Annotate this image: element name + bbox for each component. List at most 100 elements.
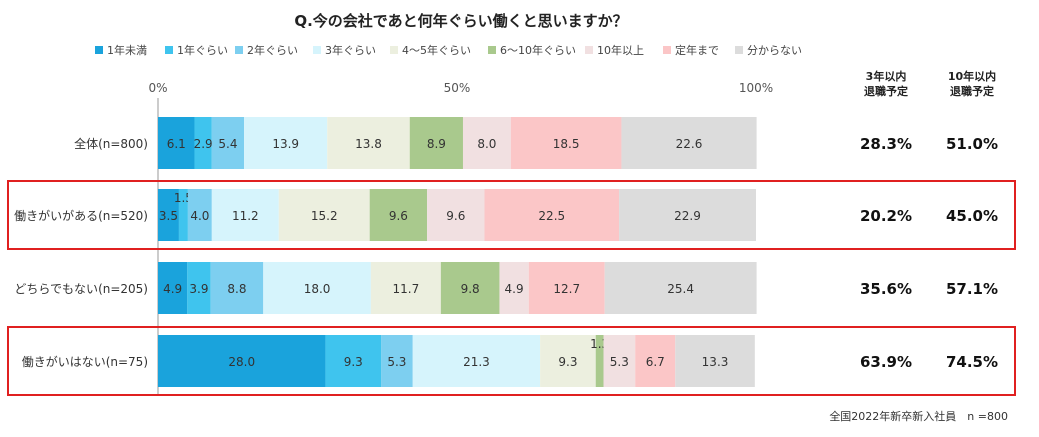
data-label: 21.3 bbox=[463, 355, 490, 369]
bar-segment bbox=[604, 262, 757, 314]
data-label: 9.3 bbox=[344, 355, 363, 369]
data-label: 4.0 bbox=[190, 209, 209, 223]
data-label: 11.7 bbox=[393, 282, 420, 296]
bar-segment bbox=[278, 189, 370, 241]
bar-segment bbox=[369, 189, 428, 241]
within-3yrs-value: 28.3% bbox=[860, 135, 912, 153]
bar-segment bbox=[381, 335, 413, 387]
data-label: 9.6 bbox=[389, 209, 408, 223]
bar-segment bbox=[158, 117, 195, 169]
data-label: 28.0 bbox=[228, 355, 255, 369]
bar-segment bbox=[370, 262, 441, 314]
legend-label: 1年ぐらい bbox=[177, 43, 228, 57]
footnote: 全国2022年新卒新入社員 n =800 bbox=[829, 409, 1008, 423]
bar-segment bbox=[462, 117, 511, 169]
data-label: 22.9 bbox=[674, 209, 701, 223]
within-10yrs-value: 74.5% bbox=[946, 353, 998, 371]
bar-segment bbox=[603, 335, 636, 387]
bar-row: 全体(n=800) 6.1 2.9 5.4 13.9 13.8 8.9 8.0 18.5 22.6… bbox=[74, 117, 998, 169]
data-label: 25.4 bbox=[667, 282, 694, 296]
data-label: 3.9 bbox=[189, 282, 208, 296]
legend-swatch bbox=[390, 46, 398, 54]
legend-label: 10年以上 bbox=[597, 43, 644, 57]
legend: 1年未満 1年ぐらい 2年ぐらい 3年ぐらい 4～5年ぐらい 6～10年ぐらい 10年以上 定… bbox=[95, 43, 802, 57]
bar-segment bbox=[499, 262, 529, 314]
column-header-within3: 3年以内 bbox=[866, 69, 907, 83]
data-label: 15.2 bbox=[311, 209, 338, 223]
legend-swatch bbox=[663, 46, 671, 54]
within-10yrs-value: 51.0% bbox=[946, 135, 998, 153]
legend-swatch bbox=[488, 46, 496, 54]
data-label: 4.9 bbox=[505, 282, 524, 296]
data-label: 8.0 bbox=[477, 137, 496, 151]
legend-label: 3年ぐらい bbox=[325, 43, 376, 57]
data-label: 5.3 bbox=[610, 355, 629, 369]
bar-segment bbox=[194, 117, 212, 169]
bar-segment bbox=[675, 335, 755, 387]
data-label: 12.7 bbox=[553, 282, 580, 296]
legend-label: 6～10年ぐらい bbox=[500, 43, 576, 57]
within-3yrs-value: 20.2% bbox=[860, 207, 912, 225]
bar-segment bbox=[540, 335, 596, 387]
data-label: 9.8 bbox=[461, 282, 480, 296]
bar-segment bbox=[621, 117, 757, 169]
legend-swatch bbox=[585, 46, 593, 54]
within-3yrs-value: 63.9% bbox=[860, 353, 912, 371]
bar-rows: 全体(n=800) 6.1 2.9 5.4 13.9 13.8 8.9 8.0 18.5 22.6… bbox=[7, 117, 1016, 396]
bar-segment bbox=[635, 335, 676, 387]
row-label: 全体(n=800) bbox=[74, 136, 148, 151]
column-header-within3: 退職予定 bbox=[864, 84, 908, 98]
legend-swatch bbox=[735, 46, 743, 54]
bar-segment bbox=[409, 117, 463, 169]
within-3yrs-value: 35.6% bbox=[860, 280, 912, 298]
legend-label: 2年ぐらい bbox=[247, 43, 298, 57]
legend-label: 1年未満 bbox=[107, 43, 147, 57]
data-label: 22.5 bbox=[538, 209, 565, 223]
x-tick-label: 100% bbox=[739, 81, 773, 95]
bar-segment bbox=[158, 335, 326, 387]
x-tick-label: 50% bbox=[444, 81, 471, 95]
data-label: 18.5 bbox=[553, 137, 580, 151]
data-label: 3.5 bbox=[159, 209, 178, 223]
data-label: 22.6 bbox=[676, 137, 703, 151]
bar-segment bbox=[211, 117, 245, 169]
data-label: 2.9 bbox=[194, 137, 213, 151]
row-label: 働きがいがある(n=520) bbox=[14, 208, 148, 223]
data-label: 4.9 bbox=[163, 282, 182, 296]
legend-label: 分からない bbox=[747, 44, 802, 57]
legend-swatch bbox=[95, 46, 103, 54]
bar-segment bbox=[528, 262, 605, 314]
data-label: 9.3 bbox=[558, 355, 577, 369]
legend-swatch bbox=[165, 46, 173, 54]
data-label: 13.9 bbox=[272, 137, 299, 151]
data-label: 5.4 bbox=[218, 137, 237, 151]
data-label: 8.8 bbox=[227, 282, 246, 296]
data-label: 9.6 bbox=[446, 209, 465, 223]
bar-segment bbox=[158, 189, 179, 241]
bar-segment bbox=[178, 189, 188, 241]
bar-segment bbox=[619, 189, 756, 241]
data-label: 18.0 bbox=[304, 282, 331, 296]
bar-segment bbox=[325, 335, 382, 387]
legend-swatch bbox=[313, 46, 321, 54]
bar-segment bbox=[187, 189, 212, 241]
bar-segment bbox=[484, 189, 620, 241]
highlight-box bbox=[7, 180, 1016, 250]
row-label: 働きがいはない(n=75) bbox=[22, 354, 148, 369]
bar-segment bbox=[412, 335, 541, 387]
data-label: 6.7 bbox=[646, 355, 665, 369]
bar-segment bbox=[440, 262, 500, 314]
data-label: 8.9 bbox=[427, 137, 446, 151]
bar-row: 働きがいがある(n=520) 3.51.54.0 11.2 15.2 9.6 9.6 22.… bbox=[7, 180, 1016, 250]
column-header-within10: 10年以内 bbox=[948, 69, 996, 83]
bar-segment bbox=[210, 262, 264, 314]
x-tick-label: 0% bbox=[148, 81, 167, 95]
bar-segment bbox=[187, 262, 211, 314]
data-label: 6.1 bbox=[167, 137, 186, 151]
bar-segment bbox=[211, 189, 279, 241]
row-label: どちらでもない(n=205) bbox=[14, 282, 148, 296]
bar-segment bbox=[327, 117, 410, 169]
legend-swatch bbox=[235, 46, 243, 54]
